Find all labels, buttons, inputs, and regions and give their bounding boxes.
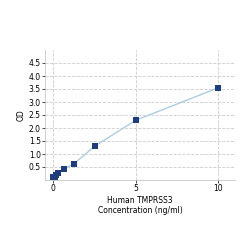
Point <box>51 176 55 180</box>
Point <box>72 162 76 166</box>
Point <box>134 118 138 122</box>
Y-axis label: OD: OD <box>17 109 26 121</box>
Point <box>216 86 220 90</box>
Point <box>62 167 66 171</box>
X-axis label: Human TMPRSS3
Concentration (ng/ml): Human TMPRSS3 Concentration (ng/ml) <box>98 196 182 215</box>
Point <box>52 174 56 178</box>
Point <box>54 173 58 177</box>
Point <box>56 171 60 175</box>
Point <box>92 144 96 148</box>
